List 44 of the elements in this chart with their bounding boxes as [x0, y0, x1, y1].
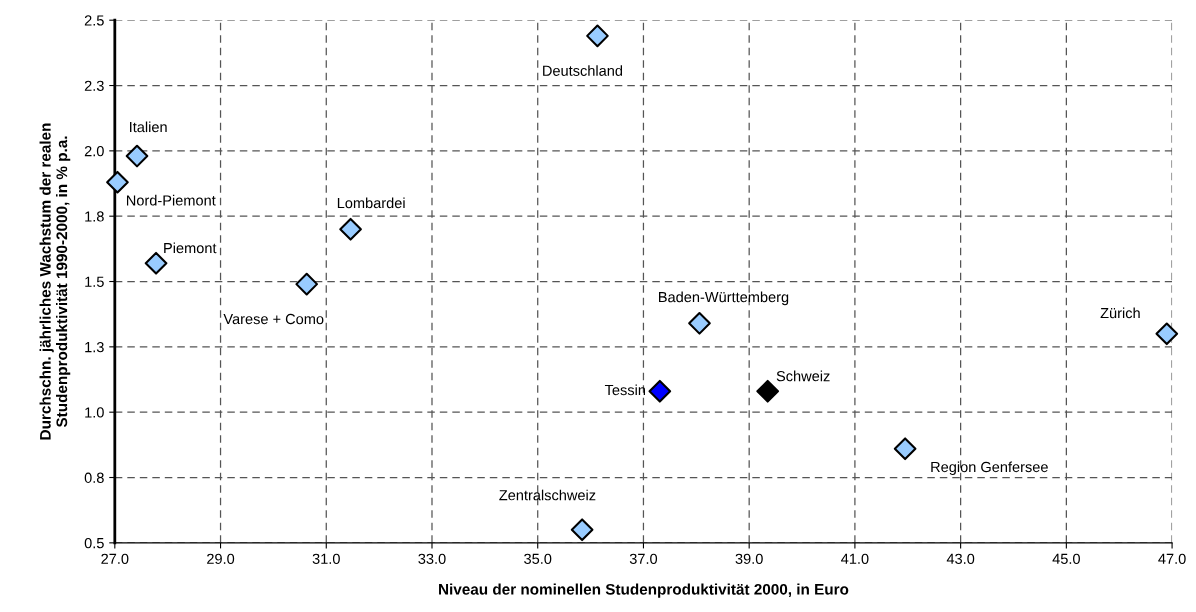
annotation: Schweiz: [776, 370, 830, 382]
annotation: Lombardei: [337, 197, 405, 209]
y-tick-label: 2.5: [84, 15, 104, 26]
y-tick-label: 2.3: [84, 80, 104, 91]
x-tick-label: 33.0: [418, 553, 446, 564]
point: [1155, 322, 1179, 346]
x-tick-label: 29.0: [207, 553, 235, 564]
annotation: Region Genfersee: [931, 461, 1048, 476]
point: [586, 24, 609, 48]
x-tick-label: 41.0: [841, 553, 869, 564]
point: [893, 437, 917, 461]
x-tick-label: 47.0: [1158, 553, 1186, 564]
annotation: Tessin: [604, 384, 645, 396]
annotation: Deutschland: [543, 65, 623, 76]
x-tick-label: 45.0: [1052, 553, 1080, 564]
x-tick-label: 37.0: [629, 553, 658, 564]
x-tick-label: 39.0: [735, 553, 763, 564]
annotation: Italien: [130, 121, 167, 133]
point: [125, 144, 149, 168]
point: [106, 170, 129, 194]
y-tick-label: 1.8: [85, 211, 104, 222]
annotation: Zentralschweiz: [499, 489, 596, 501]
y-tick-label: 2.0: [84, 145, 104, 157]
x-tick-label: 31.0: [312, 553, 340, 564]
annotation: Varese + Como: [223, 313, 324, 325]
point: [339, 217, 362, 241]
y-tick-label: 0.8: [84, 472, 104, 483]
annotation: Zürich: [1100, 307, 1140, 319]
annotation: Nord-Piemont: [126, 194, 216, 206]
y-axis-title: Durchschn. jährliches Wachstum der realen Studenproduktivität 1990-2000, in % p.a.: [39, 123, 71, 440]
point: [688, 311, 711, 335]
y-tick-label: 1.3: [85, 341, 104, 353]
x-tick-label: 43.0: [946, 553, 975, 564]
y-tick-label: 1.5: [85, 276, 104, 287]
y-tick-label: 1.0: [85, 407, 104, 418]
x-tick-label: 35.0: [524, 553, 552, 564]
point: [570, 518, 594, 542]
annotation: Baden-Württemberg: [659, 291, 789, 306]
y-tick-label: 0.5: [84, 537, 104, 549]
annotation: Piemont: [164, 242, 217, 254]
point: [648, 379, 672, 403]
x-tick-label: 27.0: [101, 553, 129, 564]
point: [295, 272, 319, 296]
x-axis-title: Niveau der nominellen Studenproduktivität 2000, in Euro: [439, 583, 849, 598]
